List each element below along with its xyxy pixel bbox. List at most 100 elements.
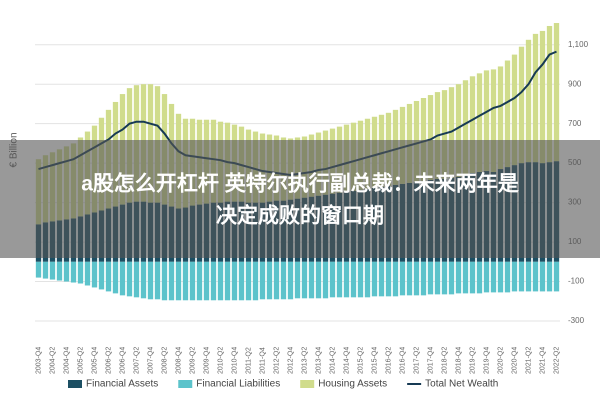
bar — [231, 261, 238, 301]
bar — [364, 261, 371, 298]
bar — [161, 261, 168, 301]
bar — [147, 261, 154, 300]
bar — [420, 98, 427, 181]
bar — [154, 261, 161, 300]
bar — [462, 261, 469, 294]
bar — [511, 261, 518, 292]
x-tick-label: 2003-Q4 — [35, 347, 42, 374]
bar — [343, 261, 350, 298]
legend-marker — [68, 380, 82, 388]
x-tick-label: 2005-Q2 — [77, 347, 84, 374]
bar — [504, 60, 511, 168]
bar — [518, 46, 525, 164]
banner-background — [0, 140, 600, 258]
bar — [133, 261, 140, 298]
bar — [546, 25, 553, 163]
bar — [119, 261, 126, 296]
bar — [203, 261, 210, 301]
bar — [441, 261, 448, 295]
bar — [224, 261, 231, 301]
bar — [378, 261, 385, 297]
bar — [434, 261, 441, 295]
bar — [392, 261, 399, 297]
x-tick-label: 2015-Q2 — [357, 347, 364, 374]
bar — [91, 261, 98, 288]
bar — [112, 261, 119, 294]
x-tick-label: 2022-Q2 — [553, 347, 560, 374]
x-tick-label: 2013-Q4 — [315, 347, 322, 374]
x-tick-label: 2013-Q2 — [301, 347, 308, 374]
bar — [175, 261, 182, 301]
bar — [553, 23, 560, 162]
bar — [455, 261, 462, 294]
bar — [518, 261, 525, 292]
bar — [469, 261, 476, 294]
bar — [322, 261, 329, 299]
bar — [511, 54, 518, 166]
x-tick-label: 2020-Q4 — [511, 347, 518, 374]
x-tick-label: 2008-Q2 — [161, 347, 168, 374]
bar — [63, 261, 70, 282]
bar — [357, 261, 364, 298]
bar — [476, 73, 483, 173]
bar — [371, 261, 378, 297]
x-tick-label: 2011-Q4 — [259, 347, 266, 374]
bar — [448, 261, 455, 295]
bar — [210, 261, 217, 301]
legend-marker — [300, 380, 315, 388]
bar — [182, 261, 189, 301]
x-tick-label: 2019-Q4 — [483, 347, 490, 374]
bar — [497, 261, 504, 293]
bar — [287, 261, 294, 300]
x-tick-label: 2018-Q4 — [455, 347, 462, 374]
x-tick-label: 2020-Q2 — [497, 347, 504, 374]
x-tick-label: 2010-Q2 — [217, 347, 224, 374]
x-tick-label: 2021-Q2 — [525, 347, 532, 374]
bar — [455, 84, 462, 177]
x-tick-label: 2015-Q4 — [371, 347, 378, 374]
banner-text: 决定成败的窗口期 — [216, 204, 384, 228]
bar — [168, 261, 175, 301]
bar — [84, 261, 91, 286]
bar — [336, 261, 343, 298]
x-tick-label: 2014-Q4 — [343, 347, 350, 374]
bar — [126, 261, 133, 297]
bar — [532, 261, 539, 292]
x-tick-label: 2012-Q4 — [287, 347, 294, 374]
bar — [77, 261, 84, 284]
x-tick-label: 2016-Q4 — [399, 347, 406, 374]
bar — [217, 261, 224, 301]
x-tick-label: 2006-Q2 — [105, 347, 112, 374]
bar — [189, 261, 196, 301]
x-tick-label: 2007-Q2 — [133, 347, 140, 374]
y-tick-label: 700 — [568, 119, 582, 128]
banner-text: a股怎么开杠杆 英特尔执行副总裁：未来两年是 — [81, 172, 519, 196]
x-tick-label: 2004-Q2 — [49, 347, 56, 374]
x-tick-label: 2006-Q4 — [119, 347, 126, 374]
bar — [476, 261, 483, 294]
bar — [406, 261, 413, 296]
legend-label: Financial Liabilities — [196, 379, 280, 390]
bar — [469, 76, 476, 173]
bar — [525, 261, 532, 292]
x-tick-label: 2007-Q4 — [147, 347, 154, 374]
x-tick-label: 2014-Q2 — [329, 347, 336, 374]
bar — [238, 261, 245, 301]
bar — [315, 261, 322, 299]
bar — [329, 261, 336, 298]
x-tick-label: 2010-Q4 — [231, 347, 238, 374]
bar — [301, 261, 308, 299]
bar — [273, 261, 280, 300]
y-tick-label: 900 — [568, 79, 582, 88]
bar — [252, 261, 259, 301]
legend-label: Housing Assets — [318, 379, 387, 390]
x-tick-label: 2009-Q2 — [189, 347, 196, 374]
bar — [350, 261, 357, 298]
legend-label: Financial Assets — [86, 379, 158, 390]
bar — [413, 261, 420, 296]
bar — [196, 261, 203, 301]
legend-marker — [178, 380, 193, 388]
x-tick-label: 2009-Q4 — [203, 347, 210, 374]
y-tick-label: -100 — [568, 277, 585, 286]
